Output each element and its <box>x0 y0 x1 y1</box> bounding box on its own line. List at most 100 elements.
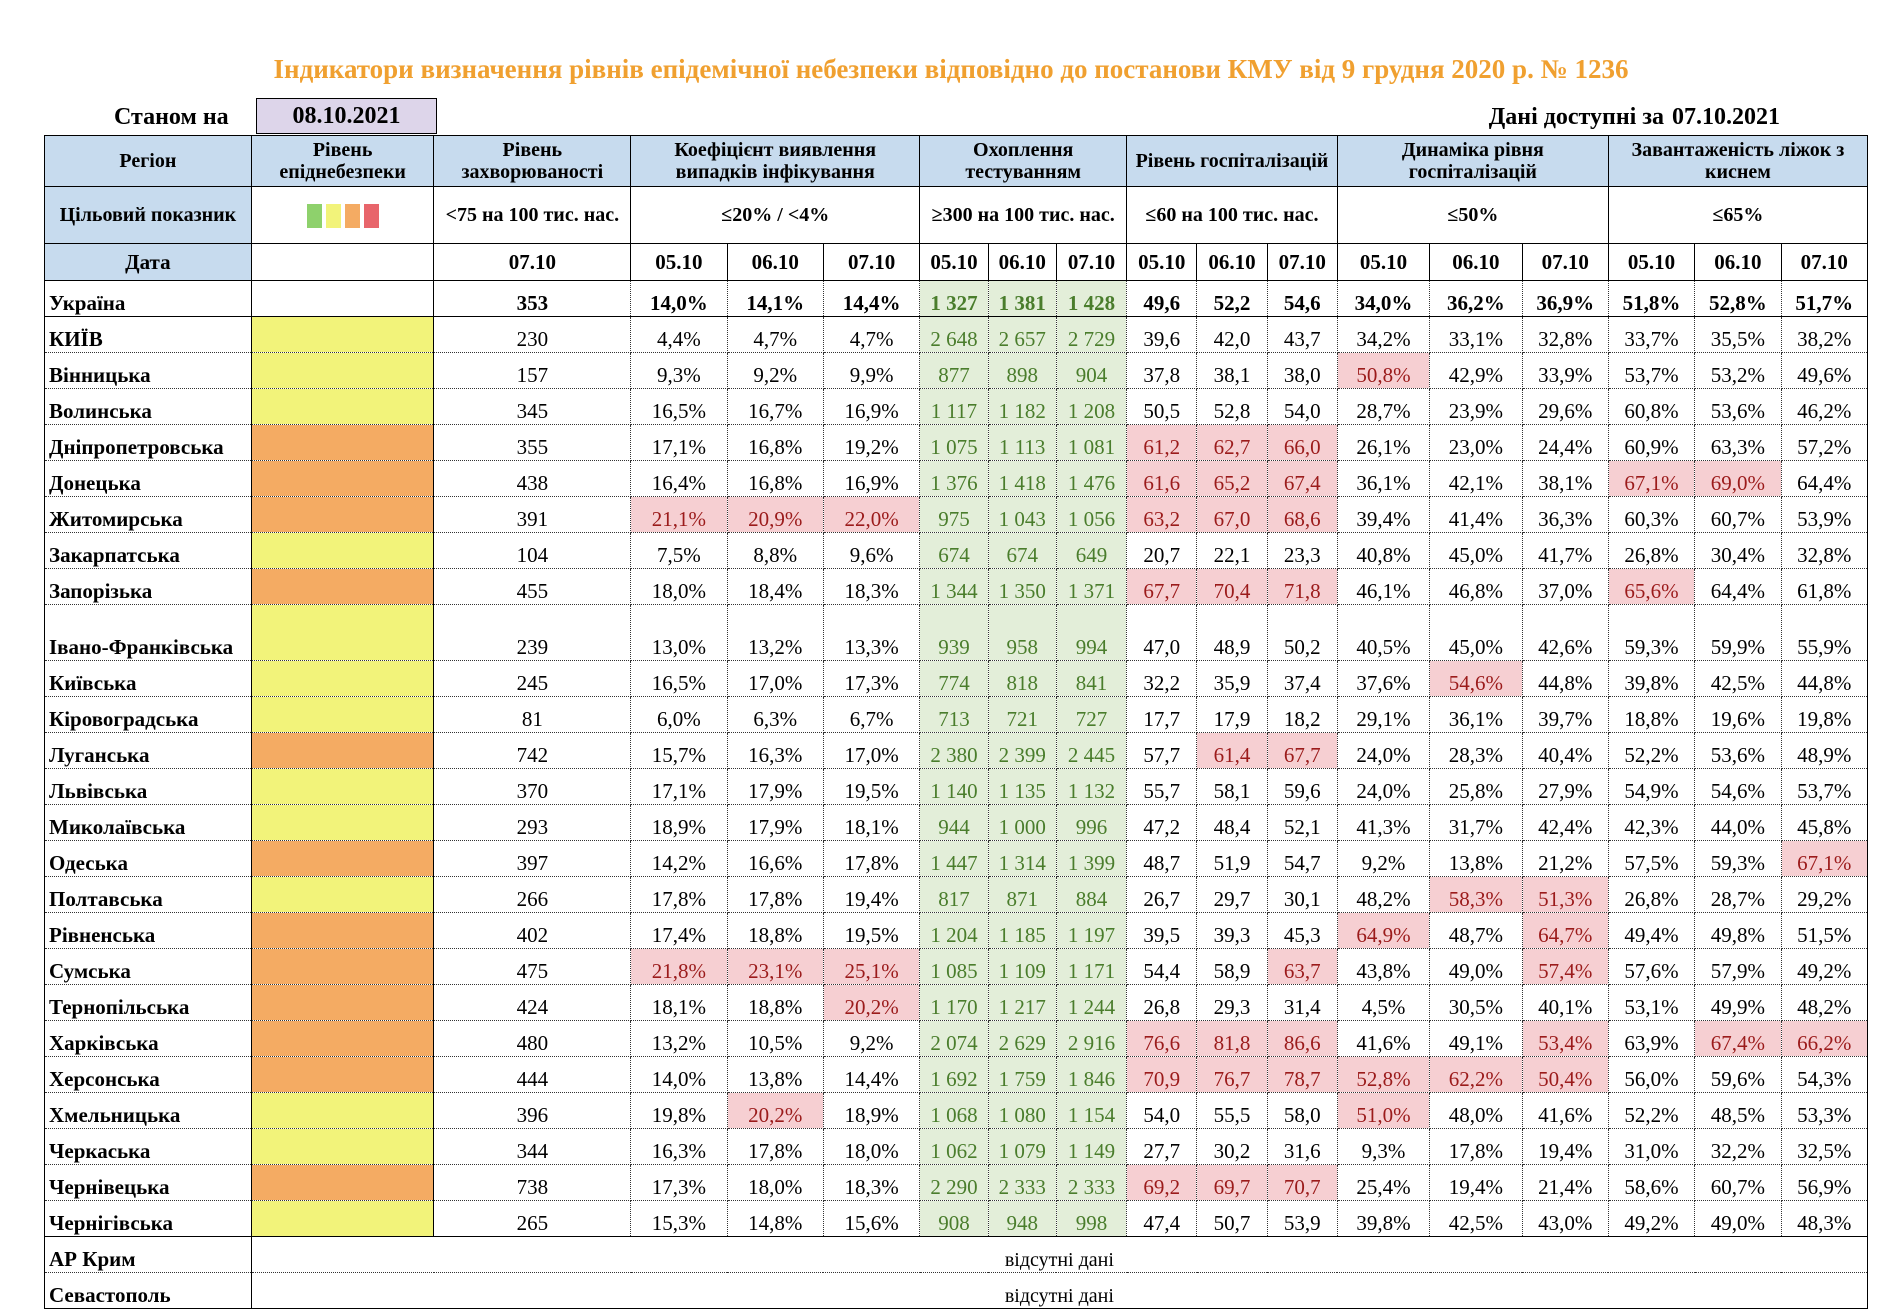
hosp-value: 31,4 <box>1267 984 1338 1021</box>
hosp-value: 26,7 <box>1126 876 1198 913</box>
hosp-value: 70,7 <box>1267 1164 1338 1201</box>
detection-value: 18,4% <box>727 568 824 605</box>
testing-value: 1 418 <box>988 460 1057 497</box>
oxygen-value: 67,1% <box>1608 460 1696 497</box>
epidemic-indicators-table: Регіон Рівень епіднебезпеки Рівень захво… <box>44 135 1869 1309</box>
region-row: Закарпатська 104 7,5% 8,8% 9,6% 674 674 649 20,7… <box>44 532 1868 569</box>
hosp-value: 67,7 <box>1267 732 1338 769</box>
detection-value: 15,7% <box>630 732 728 769</box>
oxygen-value: 57,5% <box>1608 840 1696 877</box>
danger-level-cell <box>250 1092 435 1129</box>
detection-value: 18,8% <box>727 984 824 1021</box>
hosp-value: 50,5 <box>1126 388 1198 425</box>
oxygen-value: 33,7% <box>1608 316 1696 353</box>
data-available: Дані доступні за 07.10.2021 <box>1481 104 1780 131</box>
danger-level-cell <box>250 1020 435 1057</box>
detection-value: 14,0% <box>630 280 728 317</box>
hosp-value: 70,9 <box>1126 1056 1198 1093</box>
target-testing: ≥300 на 100 тис. нас. <box>919 186 1128 244</box>
hosp-value: 42,0 <box>1196 316 1268 353</box>
testing-value: 1 132 <box>1056 768 1128 805</box>
region-row: Тернопільська 424 18,1% 18,8% 20,2% 1 170 1 21… <box>44 984 1868 1021</box>
oxygen-value: 49,2% <box>1781 948 1868 985</box>
danger-level-cell <box>250 604 435 661</box>
oxygen-value: 61,8% <box>1781 568 1868 605</box>
oxygen-value: 57,9% <box>1694 948 1782 985</box>
hosp-dyn-value: 43,0% <box>1522 1200 1609 1237</box>
hosp-dyn-value: 29,6% <box>1522 388 1609 425</box>
testing-value: 1 376 <box>919 460 989 497</box>
hosp-dyn-value: 49,1% <box>1429 1020 1523 1057</box>
detection-value: 16,4% <box>630 460 728 497</box>
hosp-value: 29,7 <box>1196 876 1268 913</box>
hosp-dyn-value: 29,1% <box>1337 696 1431 733</box>
hosp-value: 52,2 <box>1196 280 1268 317</box>
legend-swatch <box>363 204 379 229</box>
detection-value: 13,2% <box>630 1020 728 1057</box>
region-row: Житомирська 391 21,1% 20,9% 22,0% 975 1 043 1 0… <box>44 496 1868 533</box>
hosp-value: 57,7 <box>1126 732 1198 769</box>
hosp-value: 54,7 <box>1267 840 1338 877</box>
hosp-value: 47,0 <box>1126 604 1198 661</box>
header-testing: Охоплення тестуванням <box>919 135 1128 187</box>
oxygen-value: 51,5% <box>1781 912 1868 949</box>
oxygen-value: 30,4% <box>1694 532 1782 569</box>
oxygen-value: 53,9% <box>1781 496 1868 533</box>
detection-value: 16,5% <box>630 388 728 425</box>
hosp-value: 17,7 <box>1126 696 1198 733</box>
ukraine-row: Україна 353 14,0% 14,1% 14,4% 1 327 1 381 1 428… <box>44 280 1868 317</box>
danger-level-cell <box>250 984 435 1021</box>
hosp-dyn-value: 33,1% <box>1429 316 1523 353</box>
oxygen-value: 28,7% <box>1694 876 1782 913</box>
hosp-dyn-value: 21,2% <box>1522 840 1609 877</box>
date-cell: 06.10 <box>987 243 1057 281</box>
hosp-dyn-value: 43,8% <box>1337 948 1431 985</box>
testing-value: 727 <box>1056 696 1128 733</box>
oxygen-value: 53,1% <box>1608 984 1696 1021</box>
testing-value: 2 648 <box>919 316 989 353</box>
oxygen-value: 59,3% <box>1608 604 1696 661</box>
hosp-dyn-value: 28,7% <box>1337 388 1431 425</box>
testing-value: 884 <box>1056 876 1128 913</box>
oxygen-value: 46,2% <box>1781 388 1868 425</box>
region-name: Львівська <box>44 768 252 805</box>
region-row: Одеська 397 14,2% 16,6% 17,8% 1 447 1 314 1 399… <box>44 840 1868 877</box>
detection-value: 17,9% <box>727 768 824 805</box>
detection-value: 14,4% <box>823 280 921 317</box>
detection-value: 18,3% <box>823 1164 921 1201</box>
region-row: Чернівецька 738 17,3% 18,0% 18,3% 2 290 2 333 2… <box>44 1164 1868 1201</box>
incidence-value: 424 <box>433 984 632 1021</box>
detection-value: 14,8% <box>727 1200 824 1237</box>
detection-value: 16,7% <box>727 388 824 425</box>
testing-value: 1 085 <box>919 948 989 985</box>
detection-value: 6,0% <box>630 696 728 733</box>
detection-value: 19,5% <box>823 768 921 805</box>
region-name: Одеська <box>44 840 252 877</box>
hosp-dyn-value: 44,8% <box>1522 660 1609 697</box>
region-row: Волинська 345 16,5% 16,7% 16,9% 1 117 1 182 1 2… <box>44 388 1868 425</box>
hosp-dyn-value: 31,7% <box>1429 804 1523 841</box>
hosp-value: 23,3 <box>1267 532 1338 569</box>
testing-value: 841 <box>1056 660 1128 697</box>
hosp-value: 55,7 <box>1126 768 1198 805</box>
hosp-dyn-value: 42,6% <box>1522 604 1609 661</box>
header-level: Рівень епіднебезпеки <box>250 135 435 187</box>
oxygen-value: 31,0% <box>1608 1128 1696 1165</box>
oxygen-value: 56,9% <box>1781 1164 1868 1201</box>
incidence-value: 370 <box>433 768 632 805</box>
header-detection: Коефіцієнт виявлення випадків інфікуванн… <box>630 135 921 187</box>
hosp-dyn-value: 37,0% <box>1522 568 1609 605</box>
hosp-dyn-value: 46,8% <box>1429 568 1523 605</box>
detection-value: 18,0% <box>823 1128 921 1165</box>
testing-value: 2 916 <box>1056 1020 1128 1057</box>
hosp-value: 55,5 <box>1196 1092 1268 1129</box>
hosp-value: 69,7 <box>1196 1164 1268 1201</box>
testing-value: 948 <box>988 1200 1057 1237</box>
incidence-value: 742 <box>433 732 632 769</box>
level-legend <box>250 186 435 244</box>
danger-level-cell <box>250 280 435 317</box>
oxygen-value: 48,2% <box>1781 984 1868 1021</box>
hosp-dyn-value: 30,5% <box>1429 984 1523 1021</box>
hosp-dyn-value: 41,7% <box>1522 532 1609 569</box>
hosp-dyn-value: 28,3% <box>1429 732 1523 769</box>
